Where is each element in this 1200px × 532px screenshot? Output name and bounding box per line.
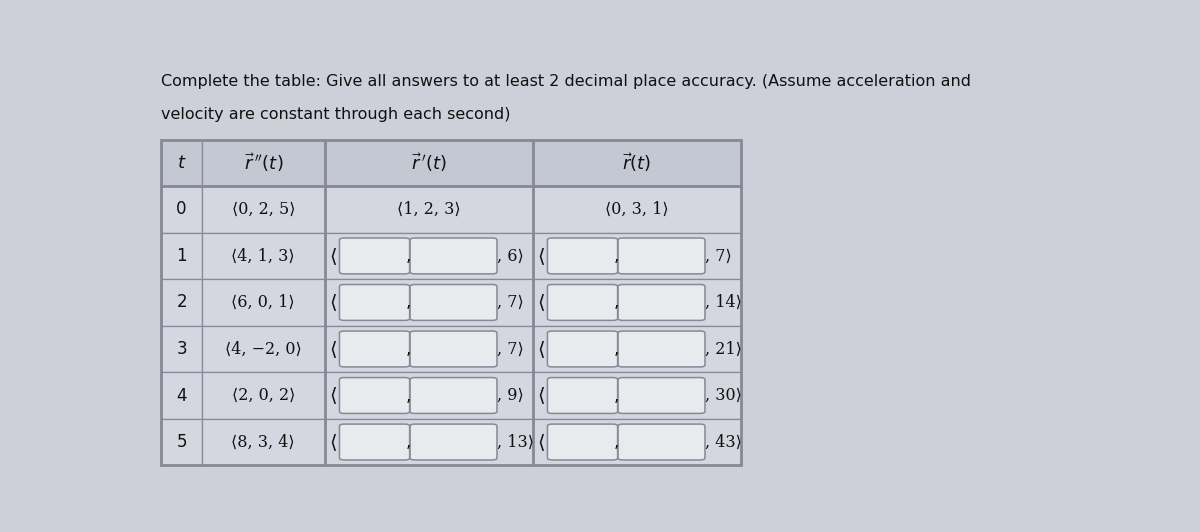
- Bar: [533, 279, 740, 326]
- Text: ,: ,: [406, 247, 412, 265]
- Text: ⟨: ⟨: [329, 387, 337, 404]
- Bar: [324, 279, 533, 326]
- Text: $t$: $t$: [176, 154, 186, 172]
- Bar: [533, 232, 740, 279]
- Text: , 7⟩: , 7⟩: [497, 294, 524, 311]
- FancyBboxPatch shape: [618, 378, 704, 413]
- Text: ,: ,: [406, 340, 412, 358]
- Text: 4: 4: [176, 387, 187, 404]
- Text: ,: ,: [614, 387, 619, 404]
- Text: ,: ,: [406, 294, 412, 311]
- Text: ⟨: ⟨: [329, 433, 337, 451]
- Text: ⟨6, 0, 1⟩: ⟨6, 0, 1⟩: [232, 294, 295, 311]
- Text: ,: ,: [614, 294, 619, 311]
- Text: , 9⟩: , 9⟩: [497, 387, 524, 404]
- Text: , 21⟩: , 21⟩: [706, 340, 742, 358]
- FancyBboxPatch shape: [410, 331, 497, 367]
- Text: , 30⟩: , 30⟩: [706, 387, 742, 404]
- Bar: [202, 326, 324, 372]
- Text: 5: 5: [176, 433, 187, 451]
- Text: velocity are constant through each second): velocity are constant through each secon…: [161, 107, 511, 122]
- Bar: [324, 186, 533, 232]
- Text: ,: ,: [614, 247, 619, 265]
- Bar: [202, 279, 324, 326]
- Bar: [161, 186, 202, 232]
- Text: ,: ,: [614, 340, 619, 358]
- Text: $\vec{r}\,'(t)$: $\vec{r}\,'(t)$: [410, 152, 446, 174]
- Bar: [161, 139, 202, 186]
- FancyBboxPatch shape: [547, 378, 618, 413]
- FancyBboxPatch shape: [340, 331, 409, 367]
- Text: , 13⟩: , 13⟩: [497, 434, 534, 451]
- Text: ⟨: ⟨: [329, 247, 337, 265]
- Text: 0: 0: [176, 201, 187, 219]
- Bar: [161, 232, 202, 279]
- Text: , 7⟩: , 7⟩: [497, 340, 524, 358]
- FancyBboxPatch shape: [618, 238, 704, 274]
- Text: , 14⟩: , 14⟩: [706, 294, 742, 311]
- Bar: [533, 186, 740, 232]
- Bar: [161, 326, 202, 372]
- Bar: [202, 139, 324, 186]
- Text: ⟨: ⟨: [538, 247, 545, 265]
- FancyBboxPatch shape: [547, 424, 618, 460]
- Bar: [324, 419, 533, 466]
- Text: ,: ,: [614, 433, 619, 451]
- Bar: [324, 139, 533, 186]
- FancyBboxPatch shape: [547, 238, 618, 274]
- Text: ⟨: ⟨: [329, 340, 337, 358]
- Bar: [161, 139, 740, 466]
- Bar: [324, 372, 533, 419]
- Bar: [533, 372, 740, 419]
- Text: ⟨: ⟨: [329, 294, 337, 311]
- Text: ⟨: ⟨: [538, 340, 545, 358]
- Text: ⟨4, 1, 3⟩: ⟨4, 1, 3⟩: [232, 247, 295, 264]
- FancyBboxPatch shape: [618, 285, 704, 320]
- Bar: [324, 326, 533, 372]
- Bar: [202, 372, 324, 419]
- Text: ⟨2, 0, 2⟩: ⟨2, 0, 2⟩: [232, 387, 295, 404]
- FancyBboxPatch shape: [618, 331, 704, 367]
- Text: ⟨0, 3, 1⟩: ⟨0, 3, 1⟩: [605, 201, 668, 218]
- Bar: [202, 419, 324, 466]
- Text: 3: 3: [176, 340, 187, 358]
- FancyBboxPatch shape: [410, 285, 497, 320]
- Text: 1: 1: [176, 247, 187, 265]
- Text: ⟨: ⟨: [538, 433, 545, 451]
- Text: , 43⟩: , 43⟩: [706, 434, 742, 451]
- Text: , 6⟩: , 6⟩: [497, 247, 524, 264]
- Bar: [533, 419, 740, 466]
- Text: ,: ,: [406, 387, 412, 404]
- FancyBboxPatch shape: [410, 424, 497, 460]
- FancyBboxPatch shape: [340, 238, 409, 274]
- Text: ⟨4, −2, 0⟩: ⟨4, −2, 0⟩: [224, 340, 301, 358]
- Bar: [533, 139, 740, 186]
- Text: ⟨: ⟨: [538, 387, 545, 404]
- FancyBboxPatch shape: [410, 378, 497, 413]
- Bar: [161, 279, 202, 326]
- Bar: [161, 372, 202, 419]
- Text: , 7⟩: , 7⟩: [706, 247, 732, 264]
- FancyBboxPatch shape: [410, 238, 497, 274]
- Text: ,: ,: [406, 433, 412, 451]
- Bar: [533, 326, 740, 372]
- Text: ⟨8, 3, 4⟩: ⟨8, 3, 4⟩: [232, 434, 295, 451]
- FancyBboxPatch shape: [618, 424, 704, 460]
- Text: ⟨: ⟨: [538, 294, 545, 311]
- Text: ⟨0, 2, 5⟩: ⟨0, 2, 5⟩: [232, 201, 295, 218]
- Bar: [161, 419, 202, 466]
- Text: Complete the table: Give all answers to at least 2 decimal place accuracy. (Assu: Complete the table: Give all answers to …: [161, 74, 971, 89]
- Bar: [324, 232, 533, 279]
- FancyBboxPatch shape: [340, 378, 409, 413]
- Text: $\vec{r}(t)$: $\vec{r}(t)$: [622, 152, 652, 174]
- FancyBboxPatch shape: [547, 331, 618, 367]
- FancyBboxPatch shape: [547, 285, 618, 320]
- Text: 2: 2: [176, 294, 187, 311]
- Bar: [202, 232, 324, 279]
- FancyBboxPatch shape: [340, 285, 409, 320]
- Text: ⟨1, 2, 3⟩: ⟨1, 2, 3⟩: [397, 201, 461, 218]
- Text: $\vec{r}\,''(t)$: $\vec{r}\,''(t)$: [244, 152, 283, 174]
- FancyBboxPatch shape: [340, 424, 409, 460]
- Bar: [202, 186, 324, 232]
